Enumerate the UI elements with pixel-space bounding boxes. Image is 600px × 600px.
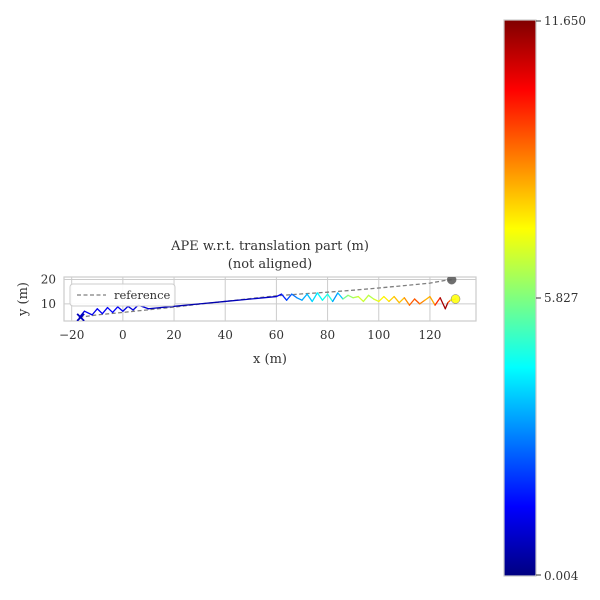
estimate-segment	[127, 305, 134, 311]
colorbar	[503, 19, 537, 577]
estimate-segment	[106, 306, 114, 314]
estimate-segment	[424, 295, 431, 301]
y-axis-label: y (m)	[16, 282, 31, 317]
marker-end-reference	[446, 277, 457, 285]
x-axis-label: x (m)	[253, 352, 287, 367]
estimate-segment	[383, 295, 390, 303]
estimate-segment	[347, 294, 354, 299]
estimate-segment	[296, 297, 303, 301]
estimate-segment	[388, 295, 395, 303]
colorbar-tick-label-mid: 5.827	[544, 291, 578, 305]
reference-line	[79, 279, 452, 318]
estimate-segment	[326, 293, 334, 303]
markers	[76, 277, 461, 321]
estimate-segment	[444, 302, 449, 310]
y-tick-label: 20	[41, 272, 56, 286]
x-tick-label: 0	[119, 328, 127, 342]
estimate-segment	[224, 298, 252, 303]
estimate-segment	[91, 308, 98, 316]
estimate-segment	[357, 295, 365, 303]
estimate-segment	[372, 298, 380, 303]
estimate-segment	[419, 299, 426, 305]
marker-end-estimate	[450, 294, 461, 304]
reference-series	[79, 279, 452, 318]
marker-start	[76, 313, 85, 321]
estimate-segment	[342, 294, 349, 300]
estimate-segment	[408, 298, 416, 306]
legend-box	[69, 283, 176, 307]
x-tick-label: 80	[320, 328, 335, 342]
estimate-segment	[285, 293, 293, 301]
estimate-segment	[275, 293, 283, 298]
y-axis-ticks: 10 20	[41, 272, 56, 310]
estimate-segment	[403, 297, 411, 306]
estimate-segment	[352, 295, 359, 299]
estimate-segment	[280, 293, 288, 301]
estimate-segment	[101, 306, 109, 315]
estimate-segment	[337, 292, 344, 300]
x-tick-label: 60	[269, 328, 284, 342]
estimate-segment	[429, 295, 436, 306]
estimate-segment	[111, 306, 119, 314]
estimate-segment	[439, 297, 446, 310]
x-tick-label: 20	[166, 328, 181, 342]
estimate-segment	[321, 293, 329, 301]
estimate-segment	[362, 294, 370, 303]
estimate-segment	[173, 303, 201, 307]
estimate-segment	[198, 300, 226, 305]
estimate-segment	[147, 305, 175, 310]
chart-subtitle: (not aligned)	[228, 257, 312, 272]
estimate-segment	[83, 310, 93, 316]
estimate-segment	[434, 297, 441, 306]
estimate-segment	[378, 295, 385, 303]
chart-title: APE w.r.t. translation part (m)	[170, 239, 369, 254]
estimate-segment	[306, 293, 313, 303]
x-tick-label: 100	[367, 328, 390, 342]
estimate-segment	[311, 292, 318, 303]
colorbar-tick-label-max: 11.650	[544, 14, 586, 28]
estimate-segment	[122, 305, 129, 312]
colorbar-tick-label-min: 0.004	[544, 569, 579, 583]
estimate-segment	[96, 308, 104, 315]
x-axis-ticks: −20 0 20 40 60 80 100 120	[59, 328, 441, 342]
estimate-segment	[367, 294, 375, 300]
estimate-segment	[291, 293, 298, 299]
y-tick-label: 10	[41, 297, 56, 311]
estimate-segment	[393, 295, 400, 304]
estimate-segment	[413, 298, 421, 305]
estimate-segment	[316, 292, 324, 301]
estimate-segment	[398, 297, 405, 304]
legend: reference	[69, 283, 176, 307]
x-tick-label: −20	[59, 328, 84, 342]
colorbar-ticks: 11.650 5.827 0.004	[536, 14, 586, 583]
estimate-segment	[301, 293, 308, 301]
estimate-series	[78, 292, 457, 318]
legend-reference-label: reference	[114, 288, 171, 302]
estimate-segment	[250, 295, 278, 300]
x-tick-label: 40	[218, 328, 233, 342]
estimate-segment	[117, 306, 124, 312]
estimate-segment	[332, 292, 339, 303]
x-tick-label: 120	[418, 328, 441, 342]
